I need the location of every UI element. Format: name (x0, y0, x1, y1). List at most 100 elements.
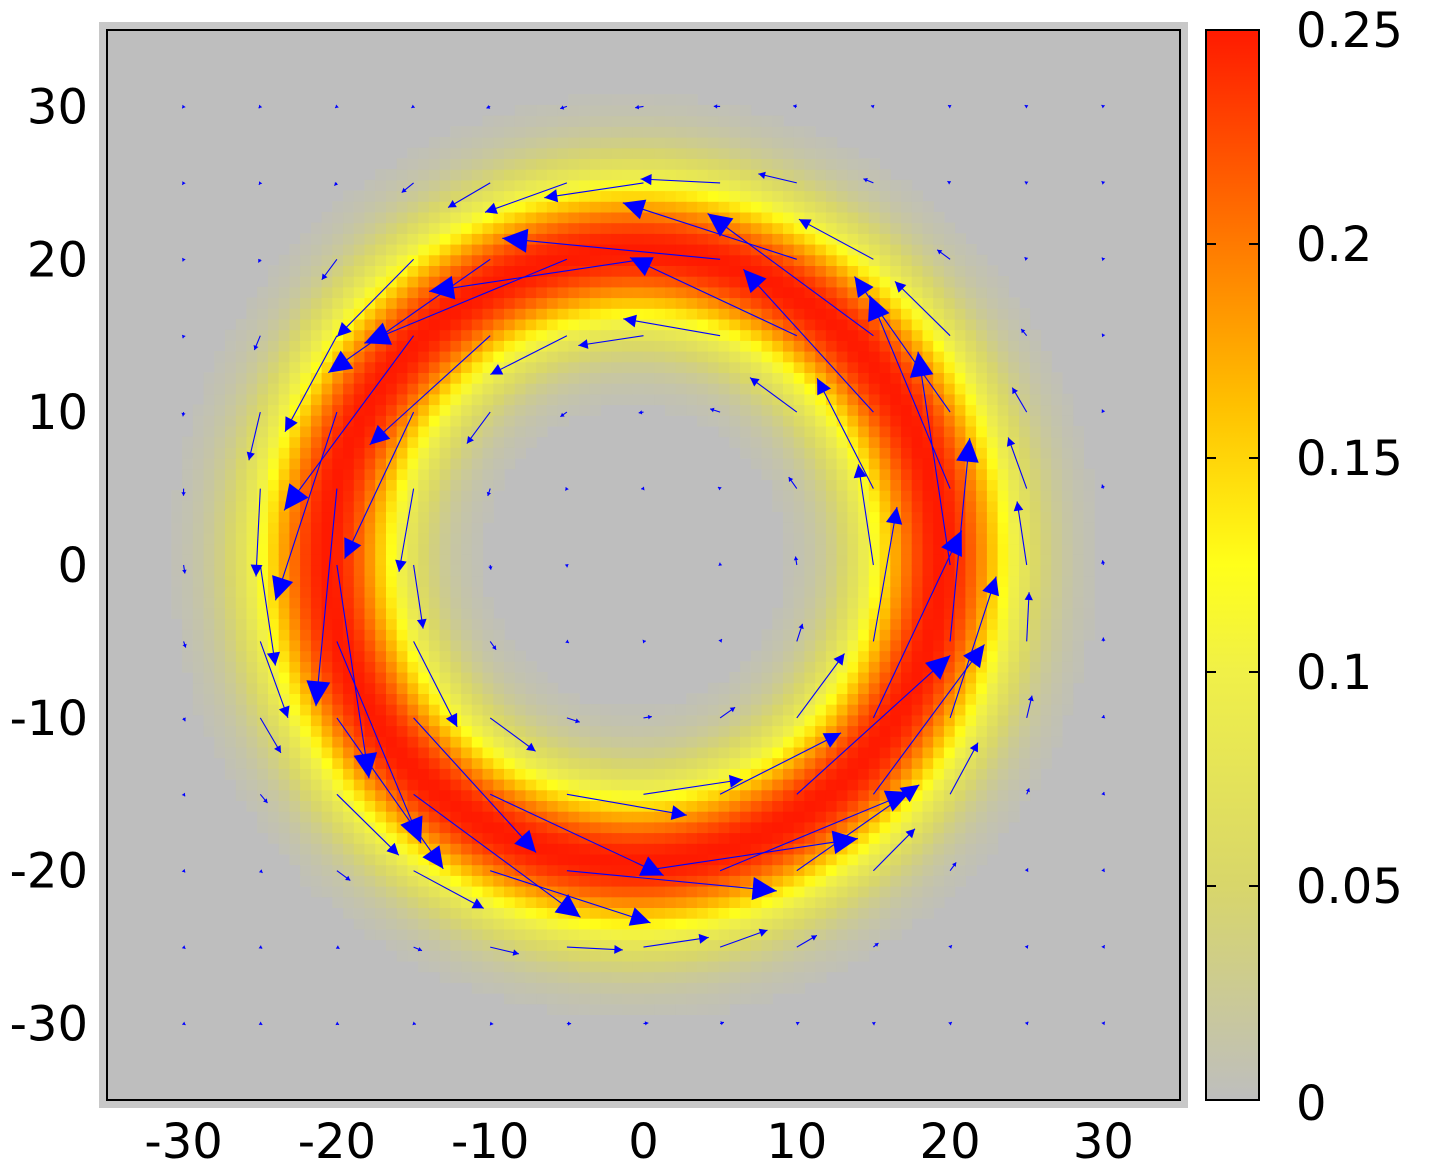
heatmap-cell (761, 372, 773, 384)
heatmap-cell (343, 821, 355, 834)
heatmap-cell (482, 436, 494, 448)
heatmap-cell (579, 1003, 591, 1015)
heatmap-cell (396, 297, 408, 309)
heatmap-cell (439, 340, 451, 352)
heatmap-cell (364, 672, 376, 684)
heatmap-cell (611, 896, 623, 908)
heatmap-cell (815, 458, 827, 470)
heatmap-cell (793, 169, 805, 181)
heatmap-cell (740, 960, 752, 973)
heatmap-cell (761, 137, 773, 149)
heatmap-cell (890, 479, 902, 491)
heatmap-cell (589, 393, 602, 406)
heatmap-cell (868, 586, 881, 598)
heatmap-cell (718, 308, 730, 320)
heatmap-cell (310, 704, 323, 716)
heatmap-cell (278, 693, 290, 705)
heatmap-cell (203, 693, 215, 705)
heatmap-cell (976, 458, 988, 470)
heatmap-cell (793, 661, 805, 673)
heatmap-cell (418, 875, 430, 887)
heatmap-cell (858, 896, 870, 908)
heatmap-cell (697, 211, 709, 224)
heatmap-cell (493, 907, 505, 919)
heatmap-cell (697, 993, 709, 1005)
heatmap-cell (375, 372, 387, 384)
heatmap-cell (525, 714, 537, 727)
heatmap-cell (879, 928, 891, 941)
heatmap-cell (686, 939, 698, 951)
heatmap-cell (536, 725, 548, 737)
heatmap-cell (654, 137, 666, 149)
heatmap-cell (858, 179, 870, 192)
heatmap-cell (268, 383, 280, 395)
heatmap-cell (461, 393, 473, 406)
heatmap-cell (482, 211, 494, 224)
heatmap-cell (568, 158, 580, 170)
heatmap-cell (686, 821, 698, 834)
heatmap-cell (525, 661, 537, 673)
heatmap-cell (793, 372, 805, 384)
heatmap-cell (353, 543, 366, 555)
heatmap-cell (375, 404, 387, 416)
heatmap-cell (428, 415, 441, 427)
heatmap-cell (461, 650, 473, 662)
heatmap-cell (1008, 672, 1020, 684)
heatmap-cell (364, 308, 376, 320)
heatmap-cell (332, 201, 344, 213)
heatmap-cell (997, 597, 1009, 609)
heatmap-cell (954, 244, 966, 256)
heatmap-cell (911, 661, 923, 673)
heatmap-cell (965, 853, 977, 866)
heatmap-cell (836, 190, 848, 202)
heatmap-cell (622, 950, 634, 962)
heatmap-cell (407, 843, 419, 855)
heatmap-cell (278, 522, 290, 534)
heatmap-cell (332, 714, 344, 727)
heatmap-cell (707, 329, 720, 341)
heatmap-cell (954, 276, 966, 288)
heatmap-cell (654, 918, 666, 930)
heatmap-cell (890, 393, 902, 406)
heatmap-cell (858, 811, 870, 823)
heatmap-cell (879, 575, 891, 587)
heatmap-cell (783, 511, 795, 523)
heatmap-cell (675, 907, 687, 919)
heatmap-cell (815, 490, 827, 502)
heatmap-cell (471, 811, 484, 823)
heatmap-cell (589, 222, 602, 234)
heatmap-cell (203, 682, 215, 694)
heatmap-cell (933, 554, 945, 566)
heatmap-cell (493, 329, 505, 341)
heatmap-cell (718, 425, 730, 438)
heatmap-cell (804, 714, 816, 727)
heatmap-cell (461, 907, 473, 919)
heatmap-cell (965, 618, 977, 630)
heatmap-cell (579, 329, 591, 341)
heatmap-cell (761, 265, 773, 277)
heatmap-cell (235, 607, 248, 620)
heatmap-cell (890, 286, 902, 299)
heatmap-cell (386, 886, 398, 898)
heatmap-cell (740, 682, 752, 694)
heatmap-cell (396, 886, 408, 898)
heatmap-cell (407, 811, 419, 823)
heatmap-cell (375, 447, 387, 459)
heatmap-cell (386, 704, 398, 716)
heatmap-cell (418, 886, 430, 898)
heatmap-cell (793, 351, 805, 363)
heatmap-cell (225, 329, 237, 341)
heatmap-cell (986, 768, 999, 780)
heatmap-cell (493, 779, 505, 791)
heatmap-cell (557, 211, 569, 224)
heatmap-cell (815, 746, 827, 759)
heatmap-cell (364, 415, 376, 427)
heatmap-cell (482, 639, 494, 652)
heatmap-cell (546, 918, 559, 930)
heatmap-cell (439, 383, 451, 395)
heatmap-cell (182, 618, 194, 630)
heatmap-cell (825, 853, 838, 866)
heatmap-cell (825, 372, 838, 384)
heatmap-cell (536, 179, 548, 192)
heatmap-cell (729, 832, 741, 844)
